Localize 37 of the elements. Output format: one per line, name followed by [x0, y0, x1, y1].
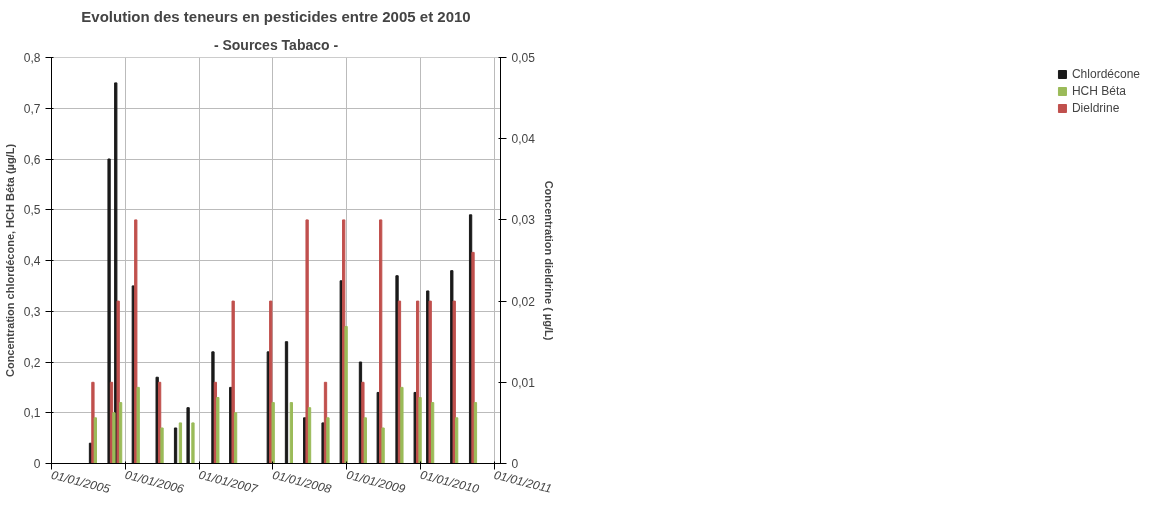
y-tick-label: 0,3 [23, 304, 41, 319]
bar [186, 407, 190, 464]
y2-tick-label: 0 [511, 457, 519, 471]
y2-tick-label: 0,05 [511, 51, 536, 65]
bar [289, 402, 294, 464]
bar [307, 407, 312, 464]
bar [178, 422, 183, 464]
bar [455, 417, 459, 464]
y-tick-label: 0,6 [23, 152, 41, 167]
y2-tick-label: 0,03 [511, 213, 536, 228]
bar [191, 422, 195, 464]
legend-label: HCH Béta [1071, 84, 1126, 98]
bar [233, 412, 238, 464]
y-tick-label: 0,5 [23, 203, 41, 218]
y2-tick-label: 0,04 [511, 132, 536, 147]
chart-title: Evolution des teneurs en pesticides entre 2005 et 2010 [81, 7, 471, 25]
bar [136, 386, 140, 464]
y-tick-label: 0 [33, 457, 41, 471]
y-axis-title: Concentration chlordécone, HCH Béta (µg/L) [3, 143, 16, 378]
chart-subtitle: - Sources Tabaco - [213, 36, 339, 53]
y2-tick-label: 0,01 [511, 375, 536, 390]
bar [376, 391, 380, 464]
bar [173, 427, 178, 464]
y-tick-label: 0,4 [23, 254, 41, 268]
y-tick-label: 0,2 [23, 355, 41, 370]
legend-label: Dieldrine [1071, 101, 1120, 115]
bar [91, 381, 95, 464]
bar [473, 402, 478, 464]
y-tick-label: 0,1 [23, 406, 41, 421]
y2-axis-title: Concentration dieldrine ( µg/L) [542, 180, 555, 341]
bar [284, 341, 289, 464]
legend-label: Chlordécone [1071, 67, 1140, 81]
y2-tick-label: 0,02 [511, 294, 536, 309]
y-tick-label: 0,8 [23, 51, 41, 65]
bar [211, 351, 215, 464]
bar [381, 427, 385, 464]
y-tick-label: 0,7 [23, 101, 41, 116]
